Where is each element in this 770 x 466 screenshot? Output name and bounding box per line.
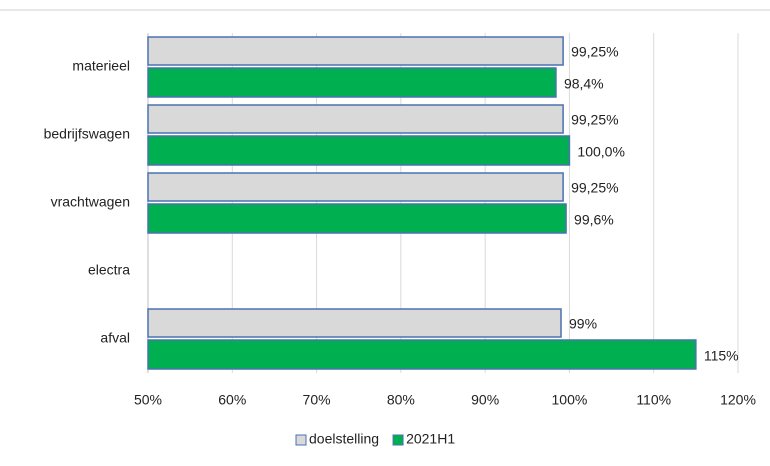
data-label: 99,25%	[571, 180, 618, 196]
x-tick-label: 50%	[134, 392, 162, 408]
data-label: 99,25%	[571, 112, 618, 128]
legend-swatch	[392, 434, 404, 446]
bar	[147, 172, 564, 202]
x-tick-label: 80%	[387, 392, 415, 408]
data-label: 99,25%	[571, 44, 618, 60]
x-tick-label: 90%	[471, 392, 499, 408]
y-tick-label: afval	[100, 330, 130, 346]
y-tick-label: materieel	[72, 58, 130, 74]
x-tick-label: 70%	[303, 392, 331, 408]
x-tick-label: 60%	[218, 392, 246, 408]
x-tick-label: 110%	[636, 392, 671, 408]
x-tick-label: 100%	[552, 392, 588, 408]
data-label: 100,0%	[577, 144, 624, 160]
data-label: 99,6%	[574, 212, 614, 228]
bar	[147, 67, 557, 98]
bar	[147, 135, 571, 166]
bar	[147, 104, 564, 134]
y-tick-label: vrachtwagen	[51, 194, 130, 210]
legend-label: doelstelling	[309, 431, 379, 447]
bar	[147, 36, 564, 66]
y-tick-label: electra	[88, 262, 130, 278]
bar	[147, 308, 562, 338]
data-label: 115%	[704, 348, 739, 364]
x-tick-label: 120%	[720, 392, 756, 408]
data-label: 99%	[569, 316, 597, 332]
data-label: 98,4%	[564, 76, 604, 92]
legend-swatch	[295, 434, 307, 446]
legend-label: 2021H1	[406, 431, 455, 447]
bar	[147, 339, 697, 370]
bar	[147, 203, 567, 234]
y-tick-label: bedrijfswagen	[44, 126, 130, 142]
